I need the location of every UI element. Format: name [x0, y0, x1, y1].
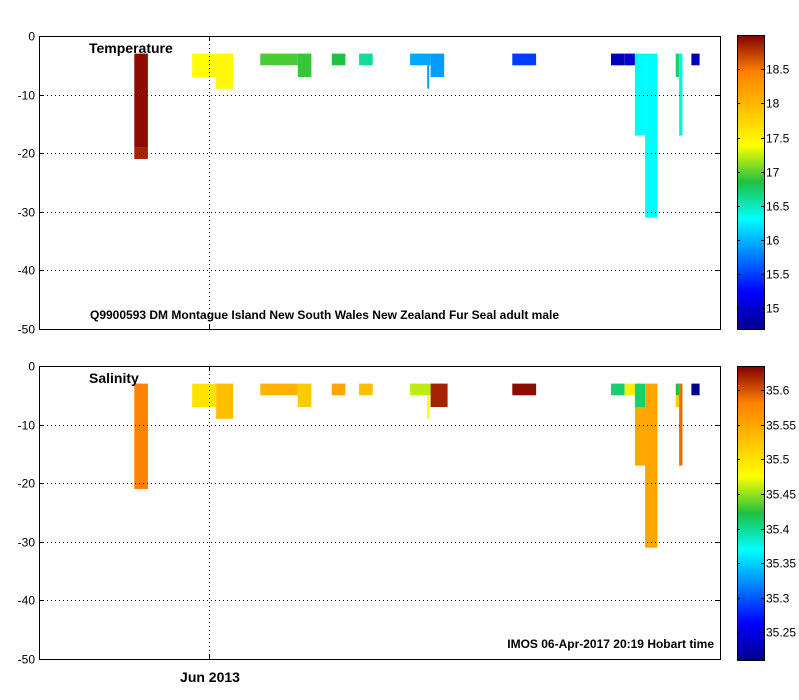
data-cell	[634, 53, 646, 136]
colorbar-tick-label: 35.6	[766, 384, 790, 398]
data-cells	[134, 383, 700, 548]
data-cell	[297, 383, 312, 407]
data-cell	[634, 407, 646, 466]
y-tick-label: -20	[18, 477, 36, 491]
data-cell	[611, 383, 625, 396]
colorbar	[737, 366, 764, 660]
gridlines	[39, 36, 720, 329]
y-tick-label: 0	[28, 30, 35, 44]
data-cells	[134, 53, 700, 218]
colorbar-tick-label: 17.5	[766, 132, 790, 146]
colorbar-tick-label: 35.55	[766, 419, 796, 433]
data-cell	[645, 383, 658, 548]
colorbar-tick-label: 16.5	[766, 200, 790, 214]
gridlines	[39, 366, 720, 659]
data-cell	[679, 53, 683, 136]
data-cell	[675, 395, 680, 407]
colorbar-tick-label: 16	[766, 234, 780, 248]
data-cell	[297, 53, 312, 77]
colorbar-tick-label: 35.45	[766, 488, 796, 502]
colorbar-tick-label: 15	[766, 302, 780, 316]
colorbar-tick-label: 18.5	[766, 63, 790, 77]
data-cell	[675, 53, 680, 77]
panel-title: Salinity	[89, 370, 139, 386]
colorbar	[737, 35, 764, 329]
data-cell	[192, 383, 216, 407]
data-cell	[192, 53, 216, 77]
y-tick-label: -40	[18, 264, 36, 278]
data-cell	[624, 383, 635, 396]
data-cell	[624, 53, 635, 66]
panel-annotation: IMOS 06-Apr-2017 20:19 Hobart time	[507, 637, 714, 651]
data-cell	[134, 53, 148, 148]
data-cell	[359, 383, 373, 396]
data-cell	[331, 383, 346, 396]
panel-title: Temperature	[89, 40, 173, 56]
y-tick-label: -10	[18, 89, 36, 103]
data-cell	[691, 383, 700, 396]
data-cell	[331, 53, 346, 66]
data-cell	[427, 65, 430, 89]
data-cell	[216, 53, 234, 89]
data-cell	[359, 53, 373, 66]
colorbar-tick-label: 17	[766, 166, 780, 180]
y-tick-label: 0	[28, 360, 35, 374]
data-cell	[134, 383, 148, 490]
temperature-panel: 0 -10 -20 -30 -40 -50 Temperature Q9900593 DM M…	[18, 30, 790, 337]
y-tick-label: -10	[18, 419, 36, 433]
y-tick-label: -30	[18, 206, 36, 220]
colorbar-tick-label: 15.5	[766, 268, 790, 282]
data-cell	[216, 383, 234, 419]
data-cell	[634, 383, 646, 407]
y-tick-label: -30	[18, 536, 36, 550]
data-cell	[512, 383, 537, 396]
x-tick-label: Jun 2013	[180, 669, 240, 685]
data-cell	[611, 53, 625, 66]
data-cell	[430, 53, 445, 77]
colorbar-tick-label: 35.35	[766, 557, 796, 571]
data-cell	[410, 53, 431, 66]
data-cell	[430, 383, 448, 407]
plot-frame	[39, 366, 721, 660]
data-cell	[691, 53, 700, 66]
data-cell	[260, 383, 298, 396]
y-tick-label: -20	[18, 147, 36, 161]
colorbar-tick-label: 35.25	[766, 626, 796, 640]
data-cell	[645, 53, 658, 218]
data-cell	[260, 53, 298, 66]
colorbar-tick-label: 18	[766, 97, 780, 111]
salinity-panel: 0 -10 -20 -30 -40 -50 Jun 2013 Salinity IMOS 06-…	[18, 360, 797, 686]
data-cell	[427, 395, 430, 419]
data-cell	[679, 383, 683, 466]
data-cell	[134, 147, 148, 159]
data-cell	[675, 383, 680, 396]
colorbar-tick-label: 35.4	[766, 523, 790, 537]
data-cell	[512, 53, 537, 66]
colorbar-tick-label: 35.5	[766, 453, 790, 467]
panel-annotation: Q9900593 DM Montague Island New South Wa…	[90, 308, 559, 322]
y-tick-label: -50	[18, 323, 36, 337]
y-tick-label: -40	[18, 594, 36, 608]
colorbar-frame	[737, 35, 765, 330]
colorbar-tick-label: 35.3	[766, 592, 790, 606]
plot-frame	[39, 36, 721, 330]
colorbar-frame	[737, 366, 765, 661]
y-tick-label: -50	[18, 653, 36, 667]
data-cell	[410, 383, 431, 396]
